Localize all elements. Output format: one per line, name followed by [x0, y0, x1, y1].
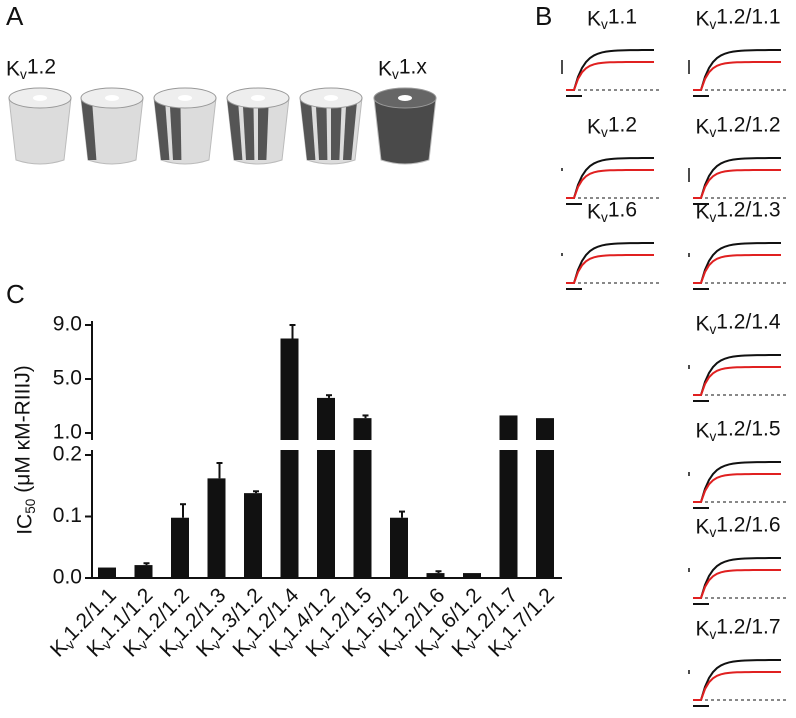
channel-label: Kv1.2 — [6, 55, 56, 81]
bar — [171, 517, 189, 578]
bar — [353, 418, 372, 440]
panel-label: A — [6, 1, 24, 31]
trace-control — [693, 242, 782, 284]
trace-title: Kv1.1 — [587, 5, 637, 31]
trace-title: Kv1.2/1.7 — [695, 615, 780, 641]
trace-control — [566, 242, 655, 284]
cup-pore — [251, 95, 265, 101]
bar — [98, 567, 116, 578]
trace-title: Kv1.2 — [587, 113, 637, 139]
bar — [536, 450, 554, 578]
cup-stripe — [300, 98, 316, 160]
cup-pore — [33, 95, 47, 101]
bar — [317, 397, 335, 440]
cup-pore — [398, 95, 412, 101]
y-axis-label: IC50 (μM κM-RIIIJ) — [11, 365, 37, 535]
cup-body — [153, 97, 217, 165]
cup-stripe — [242, 98, 255, 160]
cup-stripe — [331, 98, 342, 160]
trace-toxin — [693, 169, 782, 199]
trace-control — [566, 49, 655, 91]
bar — [463, 573, 481, 578]
bar — [499, 415, 518, 440]
trace-title: Kv1.2/1.4 — [695, 310, 780, 336]
cup-stripe — [227, 98, 243, 160]
bar — [207, 478, 226, 578]
trace-control — [693, 354, 782, 396]
bar — [536, 418, 554, 440]
cup-stripe — [154, 98, 170, 160]
trace-control — [693, 557, 782, 599]
trace-toxin — [566, 254, 655, 284]
bar — [280, 338, 299, 440]
trace-toxin — [693, 366, 782, 396]
trace-title: Kv1.2/1.3 — [695, 198, 780, 224]
cup-pore — [105, 95, 119, 101]
trace-toxin — [693, 61, 782, 91]
trace-control — [693, 49, 782, 91]
trace-title: Kv1.2/1.1 — [695, 5, 780, 31]
trace-control — [566, 157, 655, 199]
panel-label: B — [535, 1, 552, 31]
trace-toxin — [693, 473, 782, 503]
trace-toxin — [693, 671, 782, 701]
bar — [499, 450, 518, 578]
bar — [134, 565, 153, 578]
channel-icons — [8, 87, 437, 165]
cup-body — [373, 97, 437, 165]
trace-toxin — [693, 569, 782, 599]
panel-label: C — [6, 279, 25, 309]
trace-title: Kv1.2/1.6 — [695, 513, 780, 539]
trace-control — [693, 659, 782, 701]
y-tick-label: 1.0 — [53, 421, 82, 444]
cup-pore — [178, 95, 192, 101]
bar — [244, 493, 262, 578]
y-tick-label: 5.0 — [53, 367, 82, 390]
trace-control — [693, 461, 782, 503]
bar — [426, 573, 445, 578]
y-tick-label: 0.1 — [53, 504, 82, 527]
trace-toxin — [693, 254, 782, 284]
trace-control — [693, 157, 782, 199]
trace-title: Kv1.2/1.5 — [695, 417, 780, 443]
cup-stripe — [169, 98, 182, 160]
y-tick-label: 9.0 — [53, 313, 82, 336]
bar — [280, 450, 299, 578]
y-tick-label: 0.2 — [53, 443, 82, 466]
trace-title: Kv1.6 — [587, 198, 637, 224]
cup-body — [8, 97, 72, 165]
cup-stripe — [258, 98, 269, 160]
bar — [390, 517, 408, 578]
cup-stripe — [315, 98, 328, 160]
cup-stripe — [81, 98, 97, 160]
cup-body — [80, 97, 144, 165]
cup-stripe — [343, 98, 358, 160]
y-tick-label: 0.0 — [53, 566, 82, 589]
trace-title: Kv1.2/1.2 — [695, 113, 780, 139]
bar — [353, 450, 372, 578]
cup-pore — [324, 95, 338, 101]
bar — [317, 450, 335, 578]
channel-label: Kv1.x — [378, 55, 427, 81]
trace-toxin — [566, 169, 655, 199]
trace-toxin — [566, 61, 655, 91]
